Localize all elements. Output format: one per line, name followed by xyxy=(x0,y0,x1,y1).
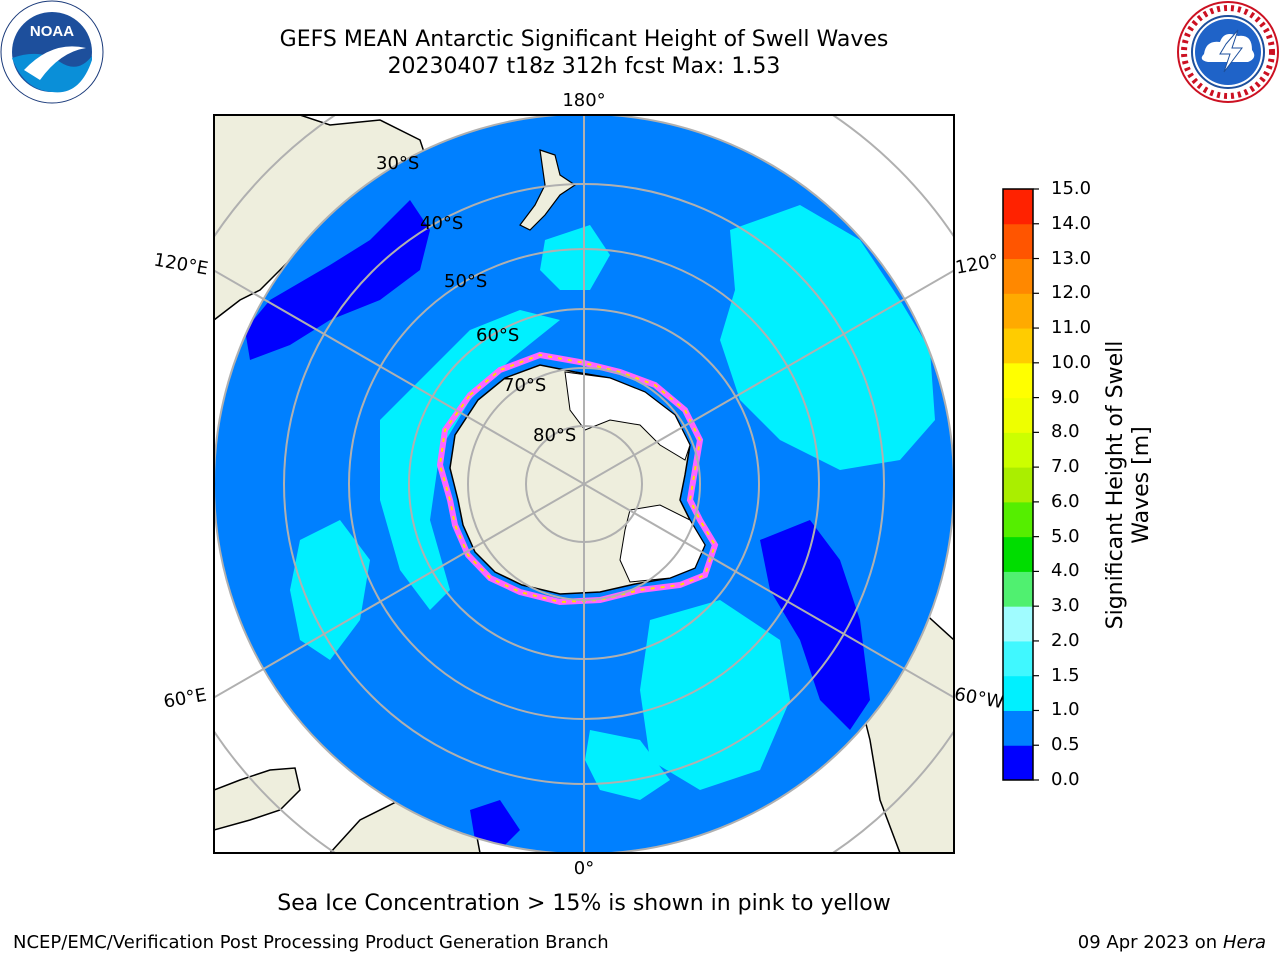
lon-label-0: 0° xyxy=(574,858,594,879)
lat-label-50s: 50°S xyxy=(444,271,487,292)
colorbar-tick-label: 12.0 xyxy=(1051,282,1092,304)
colorbar-tick-label: 1.5 xyxy=(1051,664,1080,686)
nws-logo-icon xyxy=(1177,1,1279,103)
colorbar-tick-label: 6.0 xyxy=(1051,490,1080,512)
colorbar-band xyxy=(1003,571,1033,607)
lat-label-40s: 40°S xyxy=(420,213,463,234)
map-frame xyxy=(213,114,955,854)
colorbar-tick-label: 2.0 xyxy=(1051,629,1080,651)
colorbar-tick-label: 1.0 xyxy=(1051,699,1080,721)
colorbar-tick-label: 3.0 xyxy=(1051,595,1080,617)
sea-ice-note: Sea Ice Concentration > 15% is shown in … xyxy=(277,891,891,916)
footer-date: 09 Apr 2023 on Hera xyxy=(1078,932,1266,953)
footer-credit: NCEP/EMC/Verification Post Processing Pr… xyxy=(13,932,609,953)
lon-label-60w: 60°W xyxy=(953,684,1006,713)
colorbar-band xyxy=(1003,710,1033,746)
colorbar-tick-label: 0.5 xyxy=(1051,734,1080,756)
lat-label-80s: 80°S xyxy=(533,425,576,446)
colorbar-title: Significant Height of Swell Waves [m] xyxy=(1103,340,1154,630)
lon-label-120w: 120° xyxy=(954,250,1000,278)
colorbar-tick-label: 15.0 xyxy=(1051,178,1092,199)
map-subtitle: 20230407 t18z 312h fcst Max: 1.53 xyxy=(387,54,781,79)
colorbar-tick-label: 8.0 xyxy=(1051,421,1080,443)
noaa-logo-text: NOAA xyxy=(30,23,74,40)
colorbar-band xyxy=(1003,432,1033,468)
lat-label-70s: 70°S xyxy=(503,375,546,396)
colorbar-band xyxy=(1003,362,1033,399)
new-zealand-land xyxy=(519,149,577,231)
colorbar-band xyxy=(1003,606,1033,642)
colorbar-band xyxy=(1003,675,1033,711)
colorbar-band xyxy=(1003,189,1033,225)
colorbar-band xyxy=(1003,328,1033,364)
colorbar-frame xyxy=(1002,188,1034,781)
lat-label-60s: 60°S xyxy=(476,325,519,346)
colorbar-tick-label: 5.0 xyxy=(1051,525,1080,547)
colorbar-tick-label: 4.0 xyxy=(1051,560,1080,582)
colorbar-tick-label: 10.0 xyxy=(1051,351,1092,373)
colorbar-tick-label: 14.0 xyxy=(1051,212,1092,234)
colorbar-band xyxy=(1003,223,1033,260)
lat-label-30s: 30°S xyxy=(376,153,419,174)
colorbar-band xyxy=(1003,640,1033,677)
colorbar-band xyxy=(1003,258,1033,294)
colorbar-tick-label: 11.0 xyxy=(1051,317,1092,339)
colorbar-tick-label: 9.0 xyxy=(1051,386,1080,408)
colorbar-tick-label: 13.0 xyxy=(1051,247,1092,269)
colorbar xyxy=(1003,189,1033,781)
footer-machine: Hera xyxy=(1222,932,1266,953)
colorbar-band xyxy=(1003,467,1033,503)
colorbar-tick-label: 0.0 xyxy=(1051,769,1080,790)
colorbar-band xyxy=(1003,501,1033,538)
map-title: GEFS MEAN Antarctic Significant Height o… xyxy=(279,27,889,52)
graticule-lines xyxy=(214,115,954,853)
noaa-logo-icon: NOAA xyxy=(0,0,104,104)
lon-label-180: 180° xyxy=(562,90,605,111)
colorbar-band xyxy=(1003,745,1033,781)
lon-label-60e: 60°E xyxy=(162,684,208,712)
footer-date-text: 09 Apr 2023 on xyxy=(1077,932,1223,953)
colorbar-band xyxy=(1003,536,1033,572)
colorbar-tick-label: 7.0 xyxy=(1051,456,1080,478)
colorbar-band xyxy=(1003,293,1033,329)
colorbar-band xyxy=(1003,397,1033,433)
lon-label-120e: 120°E xyxy=(152,249,210,279)
